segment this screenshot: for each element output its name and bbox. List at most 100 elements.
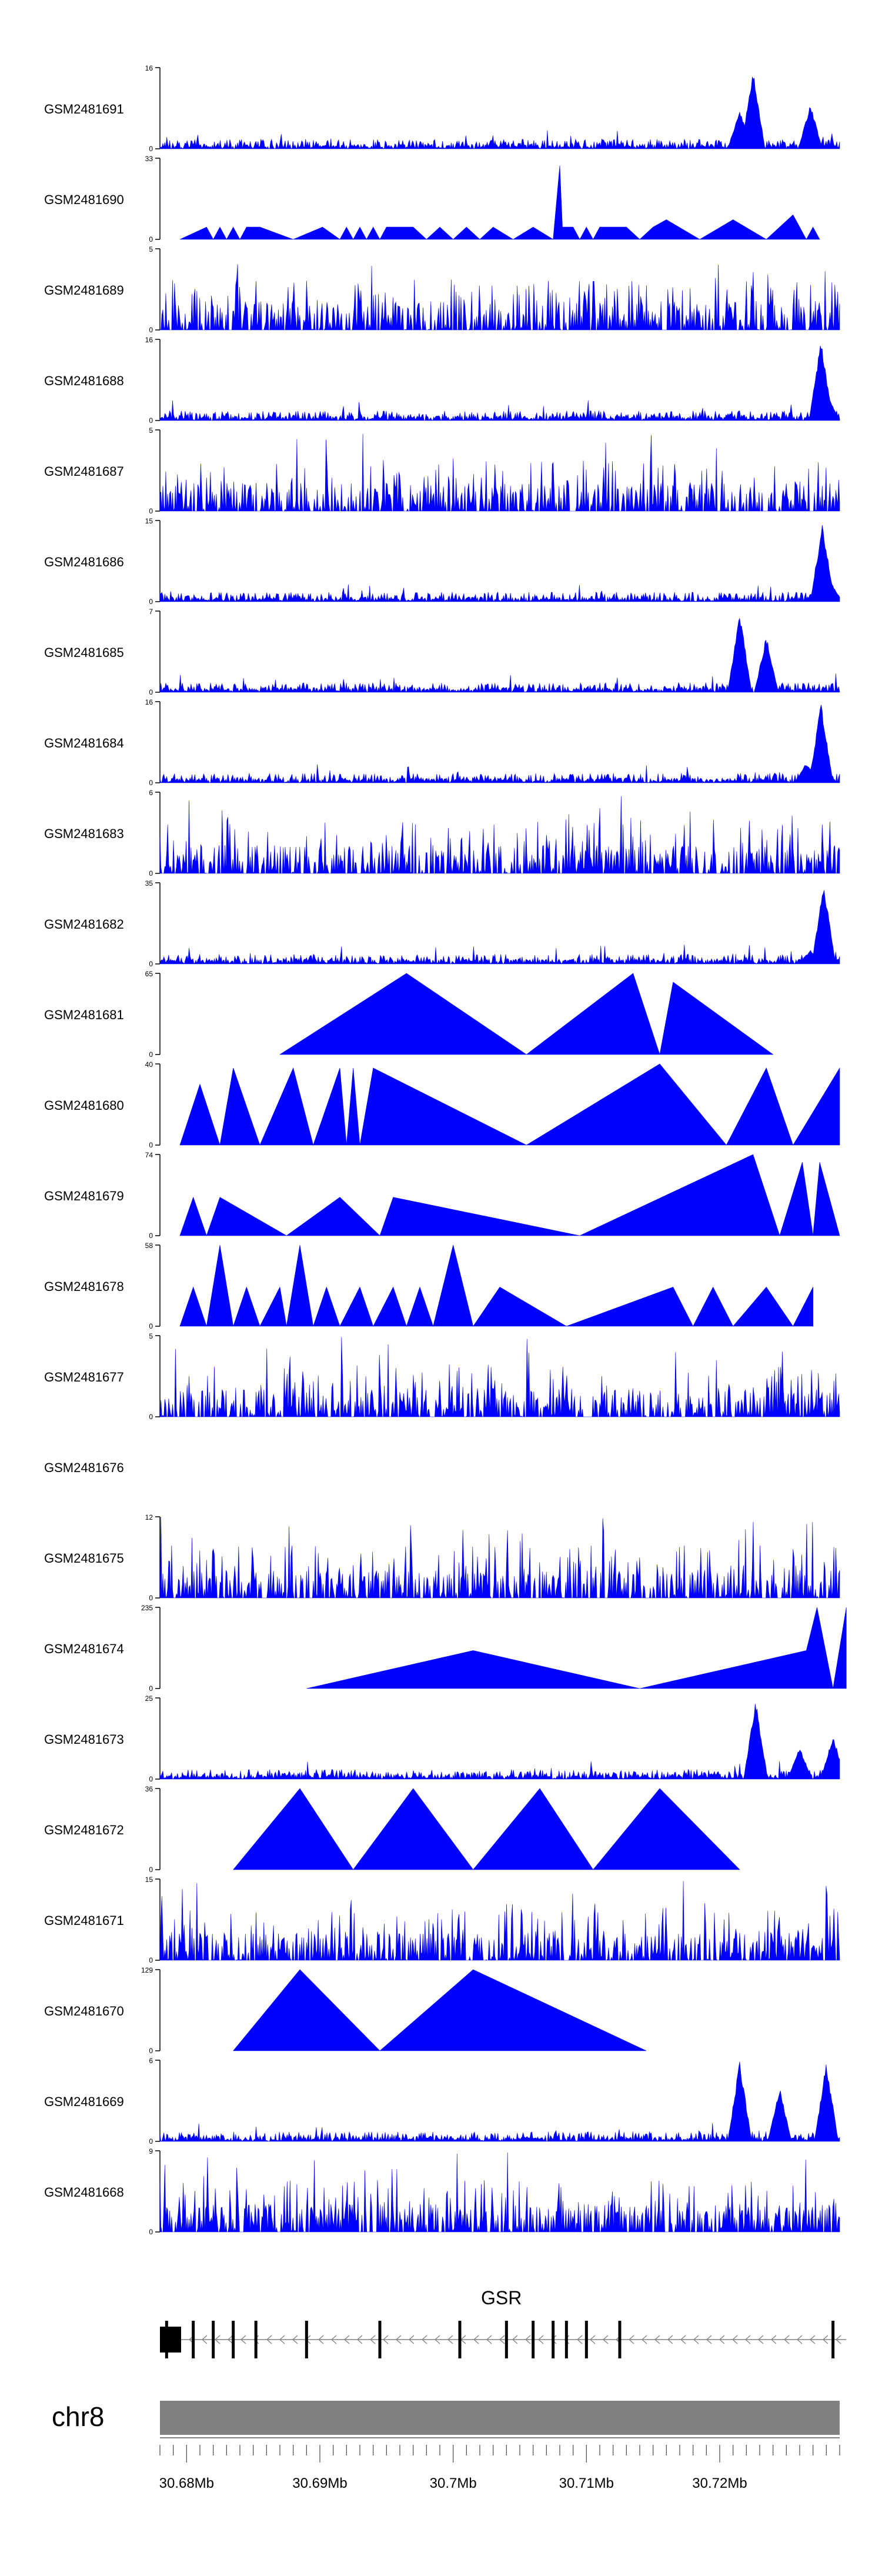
y-min-tick-label: 0	[149, 326, 153, 334]
gene-exon	[584, 2321, 588, 2358]
track-GSM2481674: GSM2481674 235 0	[44, 1604, 847, 1693]
y-max-tick-label: 9	[149, 2147, 153, 2155]
y-max-tick-label: 16	[145, 64, 153, 72]
strand-arrow	[370, 2335, 376, 2344]
y-max-tick-label: 33	[145, 155, 153, 163]
track-GSM2481683: GSM2481683 6 0	[44, 789, 840, 877]
signal-area	[233, 1969, 647, 2051]
y-min-tick-label: 0	[149, 2228, 153, 2236]
signal-area	[279, 973, 774, 1055]
y-max-tick-label: 74	[145, 1151, 153, 1159]
x-axis-tick-label: 30.7Mb	[430, 2475, 477, 2491]
y-max-tick-label: 5	[149, 1332, 153, 1340]
y-min-tick-label: 0	[149, 507, 153, 515]
signal-area	[179, 1244, 813, 1327]
track-GSM2481673: GSM2481673 25 0	[44, 1694, 840, 1783]
track-GSM2481691: GSM2481691 16 0	[44, 64, 840, 153]
y-max-tick-label: 129	[141, 1966, 153, 1974]
strand-arrow	[512, 2335, 518, 2344]
track-GSM2481675: GSM2481675 12 0	[44, 1513, 840, 1602]
strand-arrow	[797, 2335, 803, 2344]
strand-arrow	[202, 2335, 208, 2344]
track-name-label: GSM2481672	[44, 1823, 124, 1837]
chromosome-ideogram-track: chr8	[52, 2401, 840, 2435]
signal-area	[159, 525, 840, 602]
track-name-label: GSM2481679	[44, 1189, 124, 1203]
y-max-tick-label: 16	[145, 698, 153, 706]
y-max-tick-label: 35	[145, 879, 153, 887]
y-max-tick-label: 5	[149, 426, 153, 435]
track-GSM2481686: GSM2481686 15 0	[44, 517, 840, 606]
gene-exon	[305, 2321, 308, 2358]
y-max-tick-label: 40	[145, 1060, 153, 1069]
track-GSM2481668: GSM2481668 9 0	[44, 2147, 840, 2236]
strand-arrow	[745, 2335, 751, 2344]
strand-arrow	[499, 2335, 505, 2344]
signal-area	[159, 76, 840, 149]
track-name-label: GSM2481669	[44, 2094, 124, 2109]
signal-area	[306, 1607, 847, 1689]
signal-area	[159, 433, 840, 512]
strand-arrow	[279, 2335, 285, 2344]
strand-arrow	[331, 2335, 337, 2344]
y-min-tick-label: 0	[149, 1050, 153, 1059]
signal-area	[159, 705, 840, 784]
gene-name-label: GSR	[481, 2287, 522, 2308]
track-GSM2481681: GSM2481681 65 0	[44, 970, 774, 1059]
strand-arrow	[422, 2335, 427, 2344]
gene-exon	[618, 2321, 622, 2358]
strand-arrow	[810, 2335, 816, 2344]
track-GSM2481679: GSM2481679 74 0	[44, 1151, 840, 1240]
y-max-tick-label: 6	[149, 789, 153, 797]
y-max-tick-label: 15	[145, 517, 153, 525]
chromosome-band	[160, 2401, 840, 2435]
gene-exon	[165, 2321, 168, 2358]
y-min-tick-label: 0	[149, 235, 153, 243]
strand-arrow	[590, 2335, 596, 2344]
track-name-label: GSM2481683	[44, 826, 124, 841]
gene-exon	[254, 2321, 258, 2358]
y-max-tick-label: 7	[149, 608, 153, 616]
strand-arrow	[693, 2335, 699, 2344]
strand-arrow	[228, 2335, 233, 2344]
strand-arrow	[642, 2335, 647, 2344]
y-min-tick-label: 0	[149, 688, 153, 696]
strand-arrow	[383, 2335, 389, 2344]
y-min-tick-label: 0	[149, 1232, 153, 1240]
strand-arrow	[680, 2335, 686, 2344]
strand-arrow	[318, 2335, 324, 2344]
gene-exon	[212, 2321, 215, 2358]
y-max-tick-label: 65	[145, 970, 153, 978]
chromosome-label: chr8	[52, 2401, 104, 2432]
y-min-tick-label: 0	[149, 1775, 153, 1783]
x-axis-tick-label: 30.72Mb	[692, 2475, 747, 2491]
y-max-tick-label: 6	[149, 2057, 153, 2065]
track-name-label: GSM2481675	[44, 1551, 124, 1566]
strand-arrow	[667, 2335, 673, 2344]
gene-exon	[378, 2321, 382, 2358]
track-name-label: GSM2481687	[44, 464, 124, 479]
gene-exon	[232, 2321, 235, 2358]
track-GSM2481676: GSM2481676	[44, 1460, 124, 1475]
strand-arrow	[396, 2335, 402, 2344]
strand-arrow	[603, 2335, 609, 2344]
y-max-tick-label: 15	[145, 1876, 153, 1884]
y-min-tick-label: 0	[149, 598, 153, 606]
strand-arrow	[654, 2335, 660, 2344]
track-name-label: GSM2481685	[44, 645, 124, 660]
y-max-tick-label: 5	[149, 245, 153, 253]
signal-area	[179, 165, 820, 240]
track-name-label: GSM2481688	[44, 373, 124, 388]
track-name-label: GSM2481674	[44, 1641, 124, 1656]
strand-arrow	[629, 2335, 634, 2344]
strand-arrow	[525, 2335, 531, 2344]
track-name-label: GSM2481691	[44, 102, 124, 116]
track-name-label: GSM2481668	[44, 2185, 124, 2200]
strand-arrow	[357, 2335, 363, 2344]
y-min-tick-label: 0	[149, 1684, 153, 1693]
signal-area	[159, 2061, 840, 2143]
track-GSM2481687: GSM2481687 5 0	[44, 426, 840, 515]
data-tracks: GSM2481691160GSM2481690330GSM248168950GS…	[44, 64, 847, 2236]
y-min-tick-label: 0	[149, 2047, 153, 2055]
track-GSM2481684: GSM2481684 16 0	[44, 698, 840, 787]
